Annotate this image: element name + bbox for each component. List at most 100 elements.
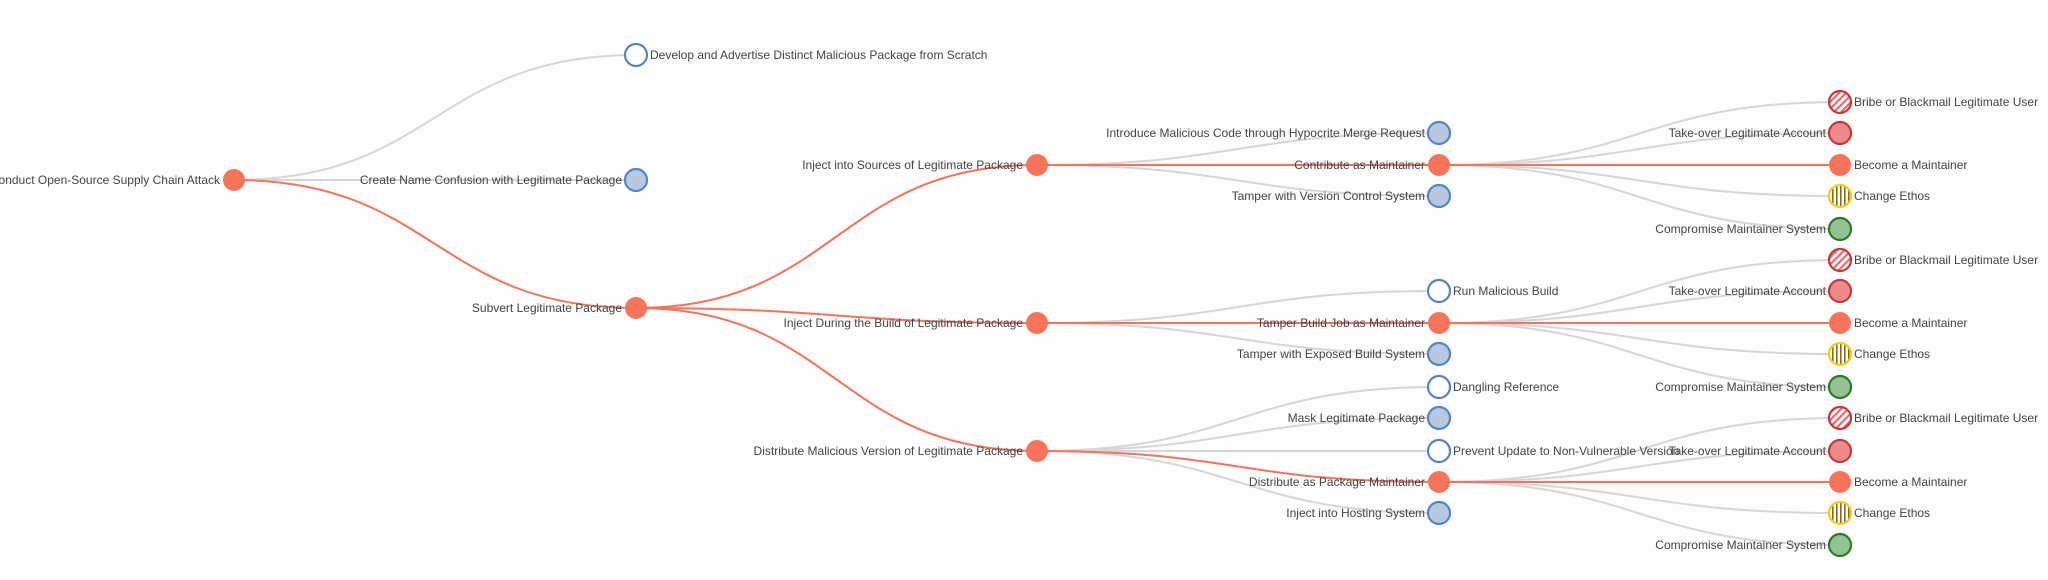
red-node-circle-icon[interactable] bbox=[625, 297, 647, 319]
link-bribe-or-blackmail-legitimate-user bbox=[1438, 259, 1841, 324]
node-label: Inject into Hosting System bbox=[1286, 506, 1425, 520]
highlighted-link-distribute-as-package-maintainer bbox=[1036, 450, 1440, 483]
tree-node-tamper-with-exposed-build-system[interactable]: Tamper with Exposed Build System bbox=[1237, 341, 1452, 367]
tree-node-dangling-reference[interactable]: Dangling Reference bbox=[1426, 374, 1559, 400]
white-node-circle-icon[interactable] bbox=[1426, 374, 1452, 400]
tree-node-distribute-as-package-maintainer[interactable]: Distribute as Package Maintainer bbox=[1249, 471, 1450, 493]
tree-node-introduce-malicious-code-through-hypocrite-merge-request[interactable]: Introduce Malicious Code through Hypocri… bbox=[1106, 120, 1452, 146]
red-node-circle-icon[interactable] bbox=[223, 169, 245, 191]
link-bribe-or-blackmail-legitimate-user bbox=[1438, 101, 1841, 166]
white-node-circle-icon[interactable] bbox=[1426, 278, 1452, 304]
tree-node-bribe-or-blackmail-legitimate-user[interactable]: Bribe or Blackmail Legitimate User bbox=[1827, 89, 2038, 115]
striped-yellow-node-circle-icon[interactable] bbox=[1827, 183, 1853, 209]
green-node-circle-icon[interactable] bbox=[1827, 374, 1853, 400]
green-node-circle-icon[interactable] bbox=[1827, 532, 1853, 558]
tree-node-compromise-maintainer-system[interactable]: Compromise Maintainer System bbox=[1655, 216, 1853, 242]
tree-node-change-ethos[interactable]: Change Ethos bbox=[1827, 341, 1930, 367]
red-node-circle-icon[interactable] bbox=[1026, 440, 1048, 462]
tree-node-compromise-maintainer-system[interactable]: Compromise Maintainer System bbox=[1655, 374, 1853, 400]
blue-node-circle-icon[interactable] bbox=[1426, 120, 1452, 146]
link-change-ethos bbox=[1438, 164, 1841, 197]
highlighted-link-inject-into-sources-of-legitimate-package bbox=[635, 164, 1038, 309]
node-label: Subvert Legitimate Package bbox=[472, 301, 622, 315]
tree-node-prevent-update-to-non-vulnerable-version[interactable]: Prevent Update to Non-Vulnerable Version bbox=[1426, 438, 1679, 464]
red-node-circle-icon[interactable] bbox=[1428, 154, 1450, 176]
hatched-red-node-circle-icon[interactable] bbox=[1827, 405, 1853, 431]
node-label: Bribe or Blackmail Legitimate User bbox=[1854, 253, 2038, 267]
node-label: Prevent Update to Non-Vulnerable Version bbox=[1453, 444, 1679, 458]
node-label: Distribute Malicious Version of Legitima… bbox=[754, 444, 1024, 458]
red-node-circle-icon[interactable] bbox=[1428, 312, 1450, 334]
tree-node-take-over-legitimate-account[interactable]: Take-over Legitimate Account bbox=[1669, 278, 1853, 304]
link-change-ethos bbox=[1438, 481, 1841, 514]
red-node-circle-icon[interactable] bbox=[1829, 312, 1851, 334]
tree-node-take-over-legitimate-account[interactable]: Take-over Legitimate Account bbox=[1669, 120, 1853, 146]
pink-node-circle-icon[interactable] bbox=[1827, 438, 1853, 464]
blue-node-circle-icon[interactable] bbox=[1426, 183, 1452, 209]
blue-node-circle-icon[interactable] bbox=[1426, 405, 1452, 431]
red-node-circle-icon[interactable] bbox=[1026, 312, 1048, 334]
tree-node-inject-into-hosting-system[interactable]: Inject into Hosting System bbox=[1286, 500, 1452, 526]
node-label: Bribe or Blackmail Legitimate User bbox=[1854, 95, 2038, 109]
white-node-circle-icon[interactable] bbox=[1426, 438, 1452, 464]
tree-node-contribute-as-maintainer[interactable]: Contribute as Maintainer bbox=[1294, 154, 1450, 176]
red-node-circle-icon[interactable] bbox=[1829, 471, 1851, 493]
striped-yellow-node-circle-icon[interactable] bbox=[1827, 500, 1853, 526]
tree-node-bribe-or-blackmail-legitimate-user[interactable]: Bribe or Blackmail Legitimate User bbox=[1827, 405, 2038, 431]
tree-node-mask-legitimate-package[interactable]: Mask Legitimate Package bbox=[1288, 405, 1452, 431]
tree-node-run-malicious-build[interactable]: Run Malicious Build bbox=[1426, 278, 1558, 304]
link-introduce-malicious-code-through-hypocrite-merge-request bbox=[1036, 132, 1440, 166]
tree-node-develop-and-advertise-distinct-malicious-package-from-scratch[interactable]: Develop and Advertise Distinct Malicious… bbox=[623, 42, 987, 68]
tree-node-compromise-maintainer-system[interactable]: Compromise Maintainer System bbox=[1655, 532, 1853, 558]
tree-node-take-over-legitimate-account[interactable]: Take-over Legitimate Account bbox=[1669, 438, 1853, 464]
hatched-red-node-circle-icon[interactable] bbox=[1827, 247, 1853, 273]
tree-node-become-a-maintainer[interactable]: Become a Maintainer bbox=[1829, 471, 1967, 493]
white-node-circle-icon[interactable] bbox=[623, 42, 649, 68]
tree-node-conduct-open-source-supply-chain-attack[interactable]: Conduct Open-Source Supply Chain Attack bbox=[0, 169, 245, 191]
tree-node-distribute-malicious-version-of-legitimate-package[interactable]: Distribute Malicious Version of Legitima… bbox=[754, 440, 1048, 462]
node-label: Become a Maintainer bbox=[1854, 158, 1967, 172]
node-label: Tamper Build Job as Maintainer bbox=[1257, 316, 1425, 330]
link-tamper-with-exposed-build-system bbox=[1036, 322, 1440, 355]
tree-node-change-ethos[interactable]: Change Ethos bbox=[1827, 500, 1930, 526]
node-label: Run Malicious Build bbox=[1453, 284, 1558, 298]
link-take-over-legitimate-account bbox=[1438, 450, 1841, 483]
tree-node-subvert-legitimate-package[interactable]: Subvert Legitimate Package bbox=[472, 297, 647, 319]
green-node-circle-icon[interactable] bbox=[1827, 216, 1853, 242]
tree-node-inject-during-the-build-of-legitimate-package[interactable]: Inject During the Build of Legitimate Pa… bbox=[784, 312, 1048, 334]
node-label: Bribe or Blackmail Legitimate User bbox=[1854, 411, 2038, 425]
red-node-circle-icon[interactable] bbox=[1026, 154, 1048, 176]
tree-node-change-ethos[interactable]: Change Ethos bbox=[1827, 183, 1930, 209]
tree-node-bribe-or-blackmail-legitimate-user[interactable]: Bribe or Blackmail Legitimate User bbox=[1827, 247, 2038, 273]
node-label: Change Ethos bbox=[1854, 347, 1930, 361]
link-inject-into-hosting-system bbox=[1036, 450, 1440, 514]
tree-node-tamper-build-job-as-maintainer[interactable]: Tamper Build Job as Maintainer bbox=[1257, 312, 1450, 334]
hatched-red-node-circle-icon[interactable] bbox=[1827, 89, 1853, 115]
node-label: Take-over Legitimate Account bbox=[1669, 444, 1827, 458]
node-label: Compromise Maintainer System bbox=[1655, 222, 1826, 236]
node-label: Contribute as Maintainer bbox=[1294, 158, 1425, 172]
node-label: Take-over Legitimate Account bbox=[1669, 284, 1827, 298]
tree-node-tamper-with-version-control-system[interactable]: Tamper with Version Control System bbox=[1232, 183, 1452, 209]
node-label: Take-over Legitimate Account bbox=[1669, 126, 1827, 140]
striped-yellow-node-circle-icon[interactable] bbox=[1827, 341, 1853, 367]
red-node-circle-icon[interactable] bbox=[1829, 154, 1851, 176]
node-label: Tamper with Version Control System bbox=[1232, 189, 1425, 203]
node-label: Inject into Sources of Legitimate Packag… bbox=[802, 158, 1023, 172]
blue-node-circle-icon[interactable] bbox=[1426, 341, 1452, 367]
pink-node-circle-icon[interactable] bbox=[1827, 278, 1853, 304]
tree-node-become-a-maintainer[interactable]: Become a Maintainer bbox=[1829, 154, 1967, 176]
tree-node-become-a-maintainer[interactable]: Become a Maintainer bbox=[1829, 312, 1967, 334]
node-label: Compromise Maintainer System bbox=[1655, 380, 1826, 394]
blue-node-circle-icon[interactable] bbox=[1426, 500, 1452, 526]
node-label: Change Ethos bbox=[1854, 189, 1930, 203]
blue-node-circle-icon[interactable] bbox=[623, 167, 649, 193]
node-label: Introduce Malicious Code through Hypocri… bbox=[1106, 126, 1425, 140]
pink-node-circle-icon[interactable] bbox=[1827, 120, 1853, 146]
tree-node-create-name-confusion-with-legitimate-package[interactable]: Create Name Confusion with Legitimate Pa… bbox=[360, 167, 649, 193]
red-node-circle-icon[interactable] bbox=[1428, 471, 1450, 493]
node-label: Compromise Maintainer System bbox=[1655, 538, 1826, 552]
tree-node-inject-into-sources-of-legitimate-package[interactable]: Inject into Sources of Legitimate Packag… bbox=[802, 154, 1048, 176]
highlighted-link-subvert-legitimate-package bbox=[233, 179, 637, 309]
